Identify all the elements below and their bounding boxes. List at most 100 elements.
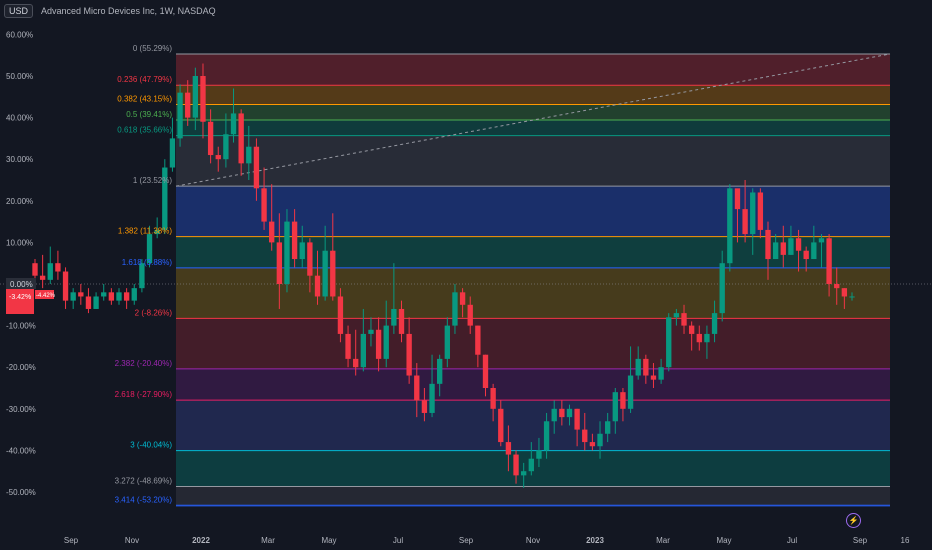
candle-body [146,234,153,264]
candle-body [627,375,634,409]
y-tick-label: 60.00% [6,30,33,39]
candle-body [406,333,412,376]
candle-body [597,433,603,447]
candle-body [543,421,550,451]
trendline [175,53,891,187]
candle-body [429,383,435,413]
x-tick-label: 16 [901,536,910,545]
candle-body [841,288,848,297]
candle-body [215,155,221,160]
candle-body [253,146,260,189]
candle-body [162,167,168,230]
candle-body [85,296,92,309]
x-tick-label: Sep [459,536,474,545]
candle-body [368,329,374,334]
candle-body [788,238,794,255]
candle-body [154,229,160,235]
lightning-icon[interactable]: ⚡ [846,513,861,528]
candlestick-series [32,63,855,488]
candle-body [803,250,809,260]
currency-button[interactable]: USD [4,4,34,18]
candle-body [93,296,99,309]
candle-body [505,442,512,455]
candle-body [398,308,405,334]
candle-body [337,296,344,334]
chart-title: Advanced Micro Devices Inc, 1W, NASDAQ [41,6,216,16]
y-tick-label: -20.00% [6,363,36,372]
trendline-segment [175,53,891,187]
fib-band [176,318,890,369]
fib-level-label: 3 (-40.04%) [130,441,172,450]
y-tick-label: 50.00% [6,72,33,81]
fib-level-label: 0.236 (47.79%) [117,75,172,84]
candle-body [818,238,825,243]
candle-body [795,238,802,251]
candle-body [345,333,351,359]
candle-body [696,333,702,343]
candle-body [32,263,38,276]
candle-body [643,358,649,376]
candle-body [139,263,145,289]
x-tick-label: Jul [393,536,403,545]
candle-body [620,392,626,409]
candle-body [635,358,641,376]
y-tick-label: 20.00% [6,197,33,206]
fib-level-label: 0.618 (35.66%) [117,126,172,135]
y-tick-label: 10.00% [6,238,33,247]
candle-body [711,313,718,334]
candle-body [612,392,618,422]
candle-body [299,242,305,260]
candle-body [375,329,382,359]
fib-level-labels: 0 (55.29%) 0.236 (47.79%) 0.382 (43.15%) 0.… [115,44,173,504]
price-tag-label-2: -4.42% [36,293,56,299]
candle-body [704,333,710,343]
candle-body [437,358,443,384]
candle-body [284,221,290,284]
candle-body [513,454,519,476]
fib-band [176,53,890,86]
fib-band [176,85,890,105]
x-tick-label: Mar [261,536,275,545]
x-tick-label: May [321,536,336,545]
fib-level-label: 2.382 (-20.40%) [115,359,173,368]
candle-body [223,134,229,160]
candle-body [536,450,542,459]
candle-body [414,375,420,401]
candle-body [742,209,748,235]
y-tick-label: -50.00% [6,488,36,497]
candle-body [78,292,84,297]
fib-bands [176,53,890,507]
candle-body [582,429,588,443]
candle-body [444,325,450,359]
y-tick-label: -40.00% [6,446,36,455]
fib-band [176,400,890,451]
candle-body [421,400,428,413]
candle-body [391,308,397,326]
candle-body [108,292,115,301]
x-tick-label: Jul [787,536,797,545]
zero-label: 0.00% [10,280,33,289]
fib-band [176,486,890,506]
candle-body [452,292,458,326]
fib-level-label: 1.382 (11.38%) [118,227,172,236]
candle-body [55,263,61,272]
candle-body [757,192,764,230]
fib-level-label: 0 (55.29%) [133,44,172,53]
candle-body [650,375,657,380]
candle-body [589,442,596,447]
fib-level-label: 1.618 (3.88%) [122,258,173,267]
candle-body [291,221,298,260]
candle-body [559,408,565,418]
candle-body [834,284,840,289]
candle-body [551,408,557,422]
candle-body [353,358,359,368]
x-axis: Sep Nov 2022 Mar May Jul Sep Nov 2023 Mar May Jul Se… [64,536,910,545]
candle-body [101,292,107,297]
x-tick-label: 2022 [192,536,210,545]
candle-body [116,292,122,301]
x-tick-label: Nov [125,536,139,545]
candle-body [528,458,534,472]
candle-body [490,388,496,409]
candle-body [688,325,695,334]
